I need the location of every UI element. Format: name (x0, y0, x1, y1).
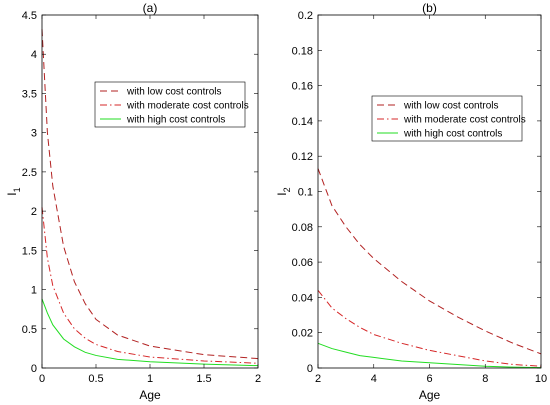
y-tick-label: 1.5 (22, 245, 37, 257)
panel-title: (b) (422, 1, 437, 15)
y-tick-label: 4 (31, 49, 37, 61)
x-axis-label: Age (139, 388, 161, 402)
y-tick-label: 2.5 (22, 167, 37, 179)
y-tick-label: 3.5 (22, 88, 37, 100)
series-line-dashed (317, 168, 542, 355)
x-tick-label: 0.5 (88, 373, 103, 385)
legend-entry: with low cost controls (403, 101, 498, 112)
x-axis-label: Age (419, 388, 441, 402)
chart-panel-b: 2 4 6 8 10 0 0.02 0.04 0.06 0.08 0.1 0.12 0.14 0.16 0.… (275, 1, 547, 402)
x-tick-label: 6 (426, 373, 432, 385)
y-tick-label: 0 (307, 363, 313, 375)
legend-entry: with high cost controls (403, 129, 502, 140)
y-tick-label: 0.02 (292, 328, 313, 340)
panel-title: (a) (143, 1, 158, 15)
legend-entry: with moderate cost controls (403, 115, 526, 126)
x-tick-label: 4 (371, 373, 377, 385)
y-tick-label: 0.12 (292, 151, 313, 163)
x-tick-label: 8 (482, 373, 488, 385)
x-tick-label: 1.5 (196, 373, 211, 385)
x-tick-label: 2 (255, 373, 261, 385)
x-tick-label: 1 (147, 373, 153, 385)
axes-box (41, 14, 259, 369)
y-tick-label: 1 (31, 285, 37, 297)
y-axis-label: I2 (275, 187, 292, 195)
legend-entry: with low cost controls (126, 87, 221, 98)
y-tick-label: 0.16 (292, 81, 313, 93)
y-tick-label: 2 (31, 206, 37, 218)
y-tick-label: 0.1 (298, 187, 313, 199)
chart-panel-a: 0 0.5 1 1.5 2 0 0.5 1 1.5 2 2.5 3 3.5 4 4.5 (a) Age I1 wit… (5, 1, 261, 402)
y-tick-label: 0.06 (292, 257, 313, 269)
y-tick-label: 0.04 (292, 292, 313, 304)
y-tick-label: 0.08 (292, 222, 313, 234)
series-line-solid (317, 342, 542, 369)
legend: with low cost controls with moderate cost… (371, 95, 526, 142)
y-tick-label: 0.5 (22, 324, 37, 336)
legend-entry: with high cost controls (126, 115, 225, 126)
legend: with low cost controls with moderate cost… (94, 81, 249, 128)
y-tick-label: 0.2 (298, 10, 313, 22)
series-line-solid (41, 298, 259, 367)
legend-entry: with moderate cost controls (126, 101, 249, 112)
axes-box (317, 14, 542, 369)
x-tick-label: 2 (315, 373, 321, 385)
y-tick-label: 0.18 (292, 45, 313, 57)
x-tick-label: 0 (39, 373, 45, 385)
series-line-dashdot (317, 290, 542, 367)
x-tick-label: 10 (535, 373, 547, 385)
y-tick-label: 3 (31, 128, 37, 140)
y-tick-label: 4.5 (22, 10, 37, 22)
series-line-dashed (41, 29, 259, 360)
y-axis-label: I1 (5, 187, 22, 195)
series-line-dashdot (41, 207, 259, 364)
y-tick-label: 0.14 (292, 116, 313, 128)
y-tick-label: 0 (31, 363, 37, 375)
